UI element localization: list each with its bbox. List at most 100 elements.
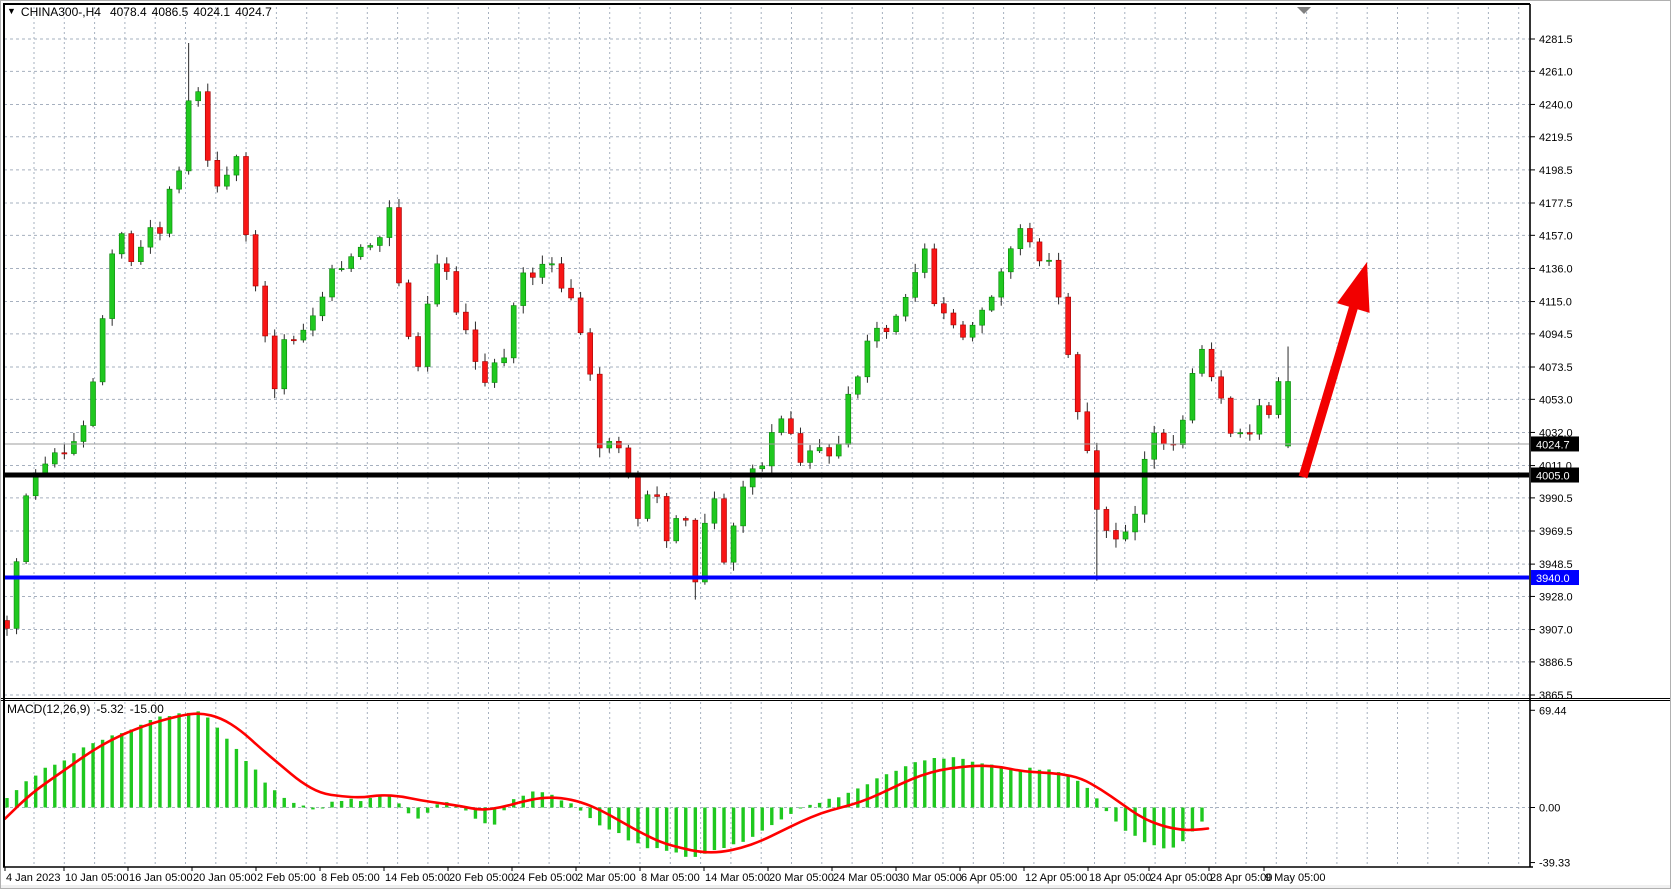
macd-histogram-bar [636,807,640,844]
candle-body [214,160,221,187]
macd-histogram-bar [837,797,841,808]
trend-arrow-annotation[interactable] [1298,262,1370,479]
macd-histogram-bar [913,762,917,808]
candle-body [979,309,985,326]
candle-body [558,263,565,289]
pane-separator-top[interactable] [1,698,1671,699]
candle-body [415,336,421,367]
candle-body [23,495,29,562]
macd-histogram-bar [215,727,220,808]
candle-body [883,327,890,333]
black-level-badge-text: 4005.0 [1536,471,1570,483]
time-axis-label: 8 Mar 05:00 [641,872,700,884]
price-axis-label: 4032.0 [1539,427,1573,439]
price-axis-label: 4094.5 [1539,329,1573,341]
price-axis-label: 4261.0 [1539,66,1573,78]
macd-histogram-bar [502,807,506,811]
macd-axis[interactable]: 69.44 0.00 -39.33 [1530,705,1570,870]
bottom-strip [1,885,1670,888]
candle-body [166,188,173,234]
candle-body [71,441,77,454]
candle-body [969,324,976,338]
macd-histogram-bar [330,801,334,808]
macd-histogram-bar [158,716,162,808]
macd-axis-label: 69.44 [1539,705,1567,717]
time-axis-label: 24 Mar 05:00 [833,872,898,884]
blue-level-badge-text: 3940.0 [1536,573,1570,585]
candle-body [243,156,249,235]
candle-body [941,303,947,314]
candle-body [443,263,450,272]
candle-body [138,246,144,262]
candle-body [577,297,584,334]
price-axis-label: 4053.0 [1539,394,1573,406]
quote-high: 4086.5 [151,5,189,19]
candle-body [625,447,632,478]
price-axis-label: 4198.5 [1539,165,1573,177]
time-axis-label: 12 Apr 05:00 [1025,872,1087,884]
candle-body [357,246,364,257]
macd-histogram-bar [272,790,277,808]
candle-body [4,620,10,629]
current-price-badge-bg [1531,436,1579,452]
quote-low: 4024.1 [193,5,231,19]
macd-histogram-bar [53,764,57,808]
macd-histogram-bar [301,805,306,808]
candle-body [950,312,957,326]
caret-down-icon[interactable]: ▼ [7,6,16,16]
candle-body [855,376,861,395]
macd-histogram-bar [139,724,143,808]
candle-body [501,357,507,364]
candle-body [654,494,660,497]
macd-histogram-bar [1200,807,1204,822]
candle-body [1094,450,1100,510]
macd-histogram-bar [5,798,9,808]
time-axis[interactable]: 4 Jan 2023 10 Jan 05:00 16 Jan 05:00 20 Jan… [4,867,1326,884]
candle-body [61,452,68,455]
candle-body [118,233,125,255]
candle-body [348,256,354,269]
candle-body [42,463,49,474]
candle-body [778,418,785,433]
candle-body [472,329,479,362]
macd-histogram-bar [817,802,822,808]
macd-histogram-bar [961,758,965,808]
macd-histogram-bar [684,807,688,857]
candle-body [616,441,622,449]
candle-body [1247,432,1253,435]
trend-arrow-shaft[interactable] [1298,297,1361,479]
main-plot-area[interactable] [4,6,1529,697]
time-axis-label: 20 Mar 05:00 [769,872,834,884]
quote-close: 4024.7 [235,5,272,19]
time-axis-label: 30 Mar 05:00 [897,872,962,884]
macd-histogram-bar [473,807,478,819]
candle-body [329,268,335,298]
candle-body [1113,530,1119,540]
macd-histogram-bar [798,807,803,809]
candle-body [1189,373,1196,421]
candle-body [1256,405,1263,435]
candle-body [233,156,240,176]
macd-histogram-bar [339,800,344,808]
candle-body [51,452,58,465]
candle-body [424,303,431,367]
macd-histogram-bar [1056,772,1061,808]
time-axis-label: 18 Apr 05:00 [1089,872,1151,884]
candle-body [405,282,412,337]
candle-body [396,207,402,284]
time-axis-label: 8 Feb 05:00 [321,872,380,884]
macd-histogram-bar [406,807,411,814]
macd-histogram-bar [387,795,392,808]
macd-histogram-bar [120,733,124,808]
candlestick-series [4,42,1291,636]
candle-body [434,263,441,305]
candle-body [204,91,211,161]
macd-histogram-bar [483,807,487,824]
candle-body [281,339,288,390]
macd-histogram-bar [186,712,191,808]
time-axis-label: 20 Feb 05:00 [449,872,514,884]
trend-arrow-head[interactable] [1337,262,1370,313]
chart-shift-marker-icon[interactable] [1297,7,1311,14]
candle-body [835,444,842,457]
pane-separator-bottom[interactable] [1,700,1671,701]
